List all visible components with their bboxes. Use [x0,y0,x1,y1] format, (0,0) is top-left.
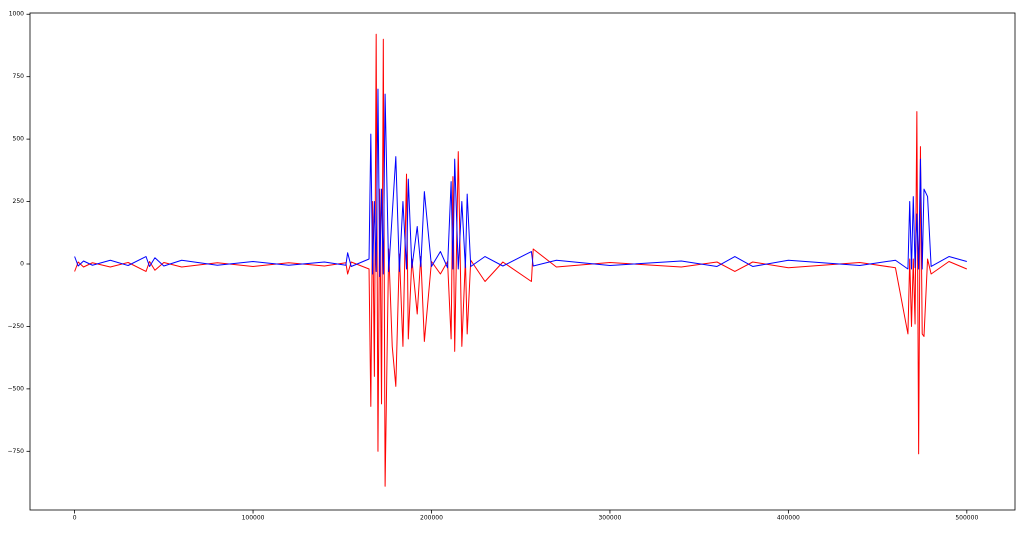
x-tick-label: 200000 [420,515,443,522]
x-tick-label: 500000 [955,515,978,522]
y-tick-label: 1000 [9,11,24,18]
y-tick-label: 0 [20,260,24,267]
y-tick-label: 250 [13,198,25,205]
x-tick-label: 100000 [242,515,265,522]
series-line [74,88,967,277]
y-tick-label: −500 [8,385,25,392]
y-tick-label: 750 [13,73,25,80]
y-tick-label: 500 [13,136,25,143]
x-tick-label: 0 [73,515,77,522]
x-tick-label: 300000 [598,515,621,522]
lines [74,33,968,487]
plot-frame [29,12,1016,511]
y-tick-label: −750 [8,448,25,455]
x-tick-label: 400000 [777,515,800,522]
y-tick-label: −250 [8,323,25,330]
